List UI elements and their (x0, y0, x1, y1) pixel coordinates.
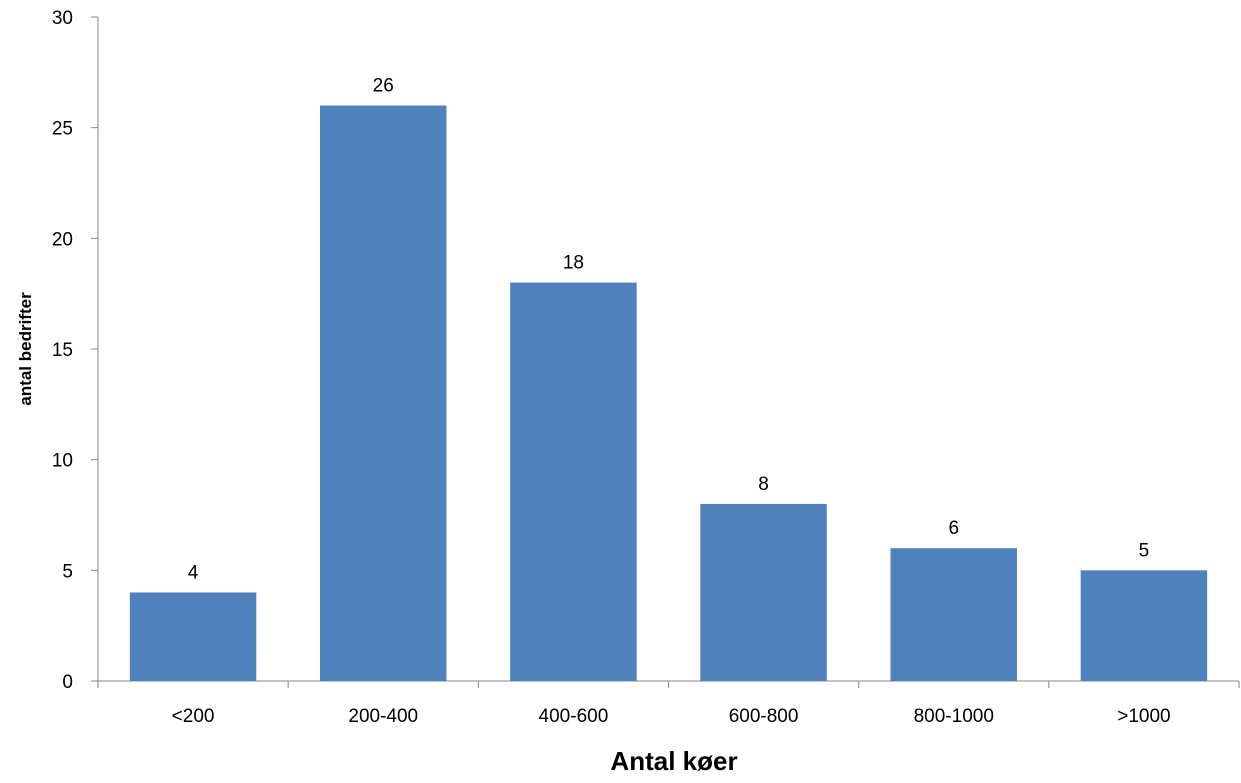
x-tick-label: 800-1000 (914, 706, 994, 727)
bar-value-label: 18 (563, 253, 584, 274)
bar (320, 105, 447, 682)
bar (890, 548, 1017, 681)
bar (1080, 570, 1208, 681)
bar-value-label: 8 (758, 474, 769, 495)
y-tick-label: 5 (62, 561, 73, 582)
x-tick-label: >1000 (1117, 706, 1170, 727)
y-tick-label: 10 (52, 451, 73, 472)
y-tick-label: 20 (52, 229, 73, 250)
y-axis-title: antal bedrifter (16, 292, 35, 406)
y-tick-label: 30 (52, 8, 73, 29)
x-axis-title: Antal køer (610, 746, 737, 776)
data-labels: 4 26 18 8 6 5 (188, 76, 1149, 584)
bar-value-label: 4 (188, 562, 199, 583)
y-tick-label: 0 (62, 672, 73, 693)
x-tick-label: 400-600 (539, 706, 609, 727)
x-tick-label: 200-400 (348, 706, 418, 727)
x-tick-label: <200 (172, 706, 215, 727)
bar-value-label: 26 (373, 76, 394, 97)
bar-value-label: 5 (1139, 540, 1150, 561)
x-tick-label: 600-800 (729, 706, 799, 727)
axes: 0 5 10 15 20 25 30 <200 200-400 400-600 600-800 800… (52, 8, 1240, 727)
y-tick-label: 25 (52, 119, 73, 140)
bar (700, 503, 827, 681)
y-tick-label: 15 (52, 340, 73, 361)
bar-value-label: 6 (948, 518, 959, 539)
bar (510, 282, 637, 681)
bars (129, 105, 1208, 682)
bar (129, 592, 257, 681)
